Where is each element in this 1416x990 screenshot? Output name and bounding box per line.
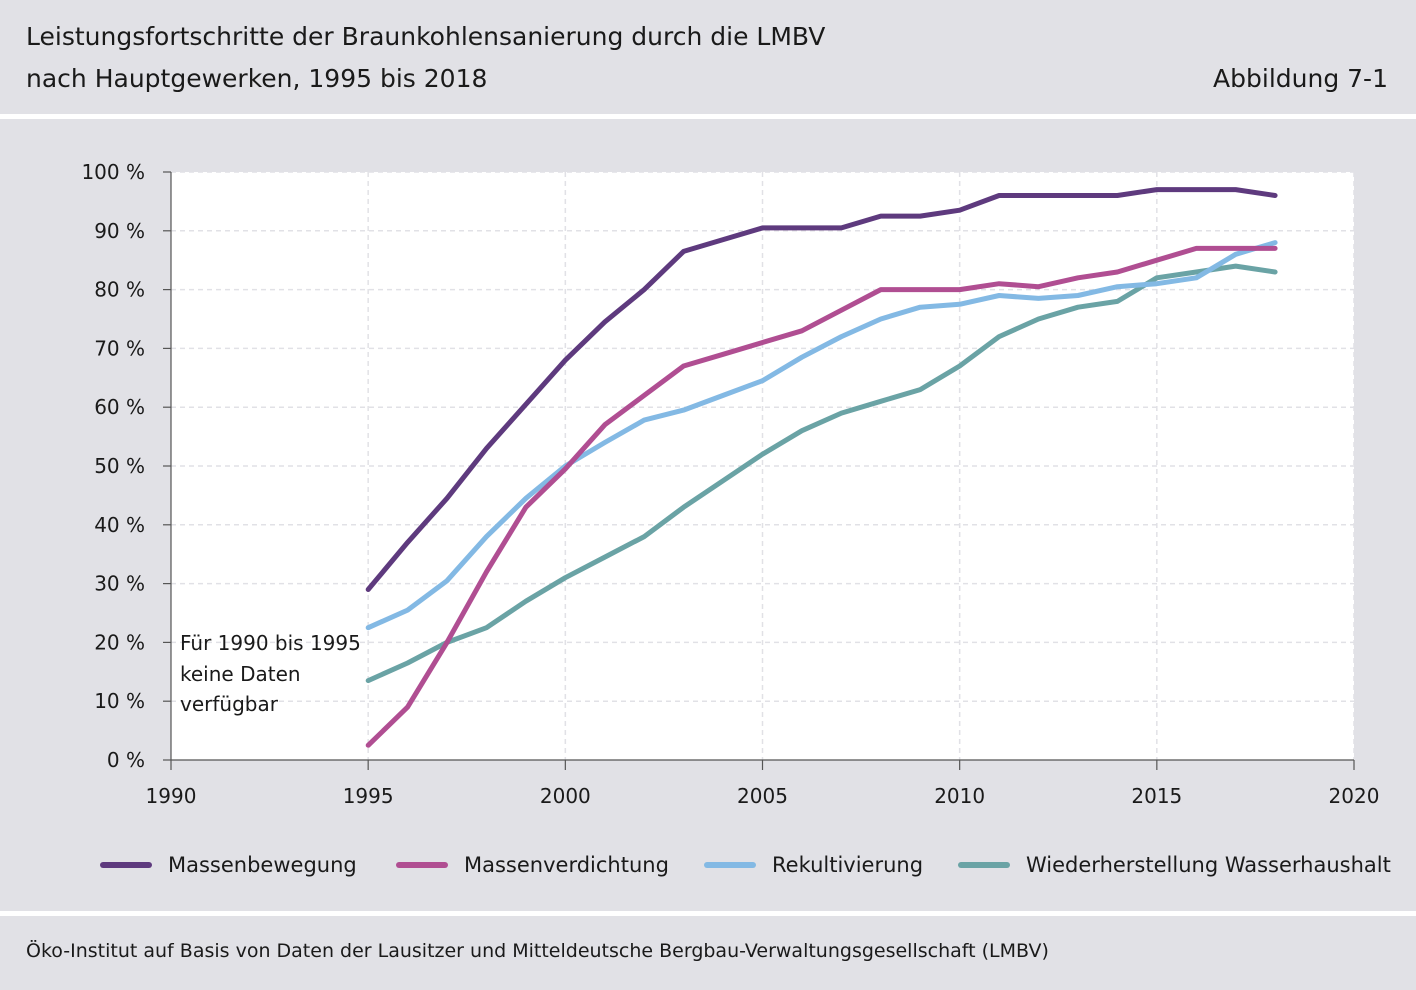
bottom-divider [0, 911, 1416, 916]
x-tick-label: 1995 [343, 784, 394, 808]
y-tick-label: 70 % [94, 336, 145, 360]
series-line-rekultivierung [365, 240, 1278, 631]
annotation-line-1: Für 1990 bis 1995 [180, 631, 361, 655]
legend-label-massenverdichtung: Massenverdichtung [464, 853, 669, 877]
y-tick-label: 90 % [94, 219, 145, 243]
legend-item-massenverdichtung: Massenverdichtung [396, 853, 669, 877]
legend-label-rekultivierung: Rekultivierung [772, 853, 924, 877]
legend: Massenbewegung Massenverdichtung Rekulti… [0, 853, 1416, 883]
y-tick-label: 40 % [94, 513, 145, 537]
annotation-line-3: verfügbar [180, 692, 279, 716]
annotation-line-2: keine Daten [180, 662, 301, 686]
legend-swatch-wasserhaushalt [958, 862, 1010, 868]
legend-swatch-rekultivierung [704, 862, 756, 868]
series-line-wiederherstellung-wasserhaushalt [365, 263, 1278, 684]
y-tick-label: 20 % [94, 630, 145, 654]
y-tick-label: 50 % [94, 454, 145, 478]
x-tick-label: 2015 [1131, 784, 1182, 808]
y-tick-label: 100 % [81, 160, 145, 184]
axes: 0 % 10 % 20 % 30 % 40 % 50 % 60 % 70 % 80 % 90 % 1… [81, 160, 1379, 808]
legend-item-wasserhaushalt: Wiederherstellung Wasserhaushalt [958, 853, 1391, 877]
y-tick-label: 0 % [107, 748, 145, 772]
source-note: Öko-Institut auf Basis von Daten der Lau… [26, 940, 1049, 962]
x-tick-label: 2020 [1329, 784, 1380, 808]
legend-swatch-massenbewegung [100, 862, 152, 868]
series-line-massenbewegung [365, 187, 1278, 592]
x-tick-label: 1990 [146, 784, 197, 808]
x-tick-label: 2010 [934, 784, 985, 808]
y-tick-label: 60 % [94, 395, 145, 419]
legend-item-rekultivierung: Rekultivierung [704, 853, 923, 877]
x-tick-label: 2000 [540, 784, 591, 808]
figure-label: Abbildung 7-1 [1213, 64, 1388, 93]
chart-title-line2: nach Hauptgewerken, 1995 bis 2018 [26, 64, 488, 93]
x-tick-label: 2005 [737, 784, 788, 808]
y-tick-label: 30 % [94, 572, 145, 596]
y-tick-label: 80 % [94, 278, 145, 302]
legend-label-wasserhaushalt: Wiederherstellung Wasserhaushalt [1026, 853, 1391, 877]
legend-label-massenbewegung: Massenbewegung [168, 853, 357, 877]
series-line-massenverdichtung [365, 245, 1278, 748]
legend-swatch-massenverdichtung [396, 862, 448, 868]
series-lines [365, 187, 1278, 748]
chart-title-line1: Leistungsfortschritte der Braunkohlensan… [26, 22, 826, 51]
top-divider [0, 114, 1416, 119]
grid-lines [171, 171, 1355, 760]
y-tick-label: 10 % [94, 689, 145, 713]
legend-item-massenbewegung: Massenbewegung [100, 853, 357, 877]
